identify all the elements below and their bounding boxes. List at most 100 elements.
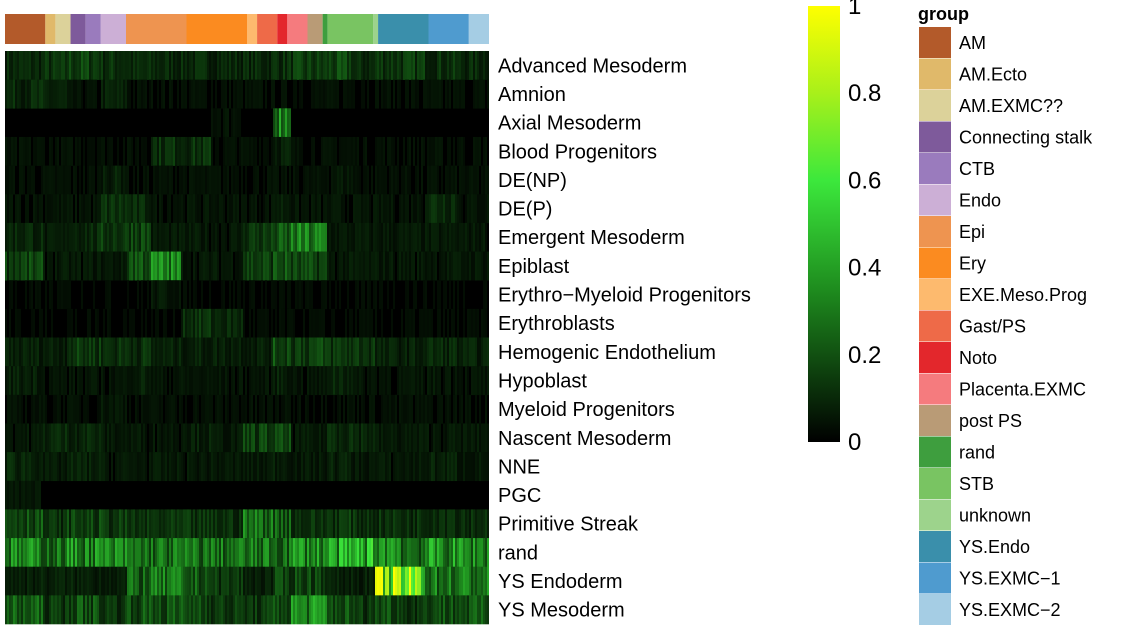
- heatmap-cell: [73, 566, 75, 596]
- heatmap-cell: [117, 337, 119, 367]
- heatmap-cell: [365, 51, 367, 80]
- heatmap-cell: [109, 79, 111, 109]
- heatmap-cell: [423, 222, 425, 252]
- heatmap-cell: [377, 51, 379, 80]
- heatmap-cell: [75, 538, 77, 567]
- heatmap-cell: [467, 194, 469, 224]
- heatmap-cell: [483, 194, 485, 224]
- heatmap-cell: [211, 194, 213, 224]
- heatmap-cell: [299, 394, 301, 424]
- color-scale-tick-label: 1: [848, 0, 861, 20]
- heatmap-cell: [403, 366, 405, 396]
- heatmap-cell: [447, 136, 449, 166]
- heatmap-cell: [141, 509, 143, 539]
- heatmap-cell: [229, 538, 231, 567]
- heatmap-cell: [393, 79, 395, 109]
- heatmap-cell: [255, 251, 257, 281]
- heatmap-cell: [129, 337, 131, 367]
- heatmap-cell: [311, 366, 313, 396]
- heatmap-cell: [153, 136, 155, 166]
- heatmap-cell: [231, 394, 233, 424]
- heatmap-cell: [325, 566, 327, 596]
- heatmap-cell: [199, 308, 201, 338]
- heatmap-cell: [183, 509, 185, 539]
- group-legend-label: EXE.Meso.Prog: [959, 285, 1087, 305]
- heatmap-cell: [351, 366, 353, 396]
- heatmap-cell: [75, 566, 77, 596]
- heatmap-cell: [345, 251, 347, 281]
- heatmap-cell: [477, 79, 479, 109]
- heatmap-cell: [173, 280, 175, 310]
- heatmap-cell: [105, 595, 107, 625]
- heatmap-cell: [425, 509, 427, 539]
- heatmap-cell: [379, 423, 381, 453]
- heatmap-cell: [205, 423, 207, 453]
- heatmap-cell: [255, 595, 257, 625]
- heatmap-cell: [77, 509, 79, 539]
- heatmap-cell: [277, 509, 279, 539]
- heatmap-cell: [435, 51, 437, 80]
- heatmap-cell: [329, 222, 331, 252]
- heatmap-cell: [85, 79, 87, 109]
- heatmap-cell: [363, 251, 365, 281]
- heatmap-cell: [247, 452, 249, 482]
- heatmap-cell: [473, 165, 475, 195]
- heatmap-cell: [61, 194, 63, 224]
- heatmap-cell: [227, 194, 229, 224]
- heatmap-cell: [205, 308, 207, 338]
- heatmap-cell: [285, 366, 287, 396]
- heatmap-cell: [411, 337, 413, 367]
- heatmap-cell: [55, 251, 57, 281]
- heatmap-cell: [255, 136, 257, 166]
- group-legend-label: Noto: [959, 348, 997, 368]
- heatmap-cell: [61, 337, 63, 367]
- heatmap-cell: [25, 280, 27, 310]
- heatmap-cell: [139, 566, 141, 596]
- heatmap-cell: [235, 452, 237, 482]
- heatmap-cell: [313, 366, 315, 396]
- heatmap-cell: [127, 366, 129, 396]
- heatmap-cell: [429, 308, 431, 338]
- heatmap-cell: [469, 194, 471, 224]
- heatmap-cell: [337, 251, 339, 281]
- heatmap-cell: [225, 308, 227, 338]
- heatmap-cell: [479, 222, 481, 252]
- heatmap-cell: [173, 509, 175, 539]
- heatmap-cell: [195, 194, 197, 224]
- heatmap-cell: [247, 222, 249, 252]
- heatmap-cell: [341, 452, 343, 482]
- heatmap-cell: [223, 165, 225, 195]
- color-scale-tick-label: 0.4: [848, 255, 881, 282]
- heatmap-cell: [79, 509, 81, 539]
- heatmap-cell: [121, 337, 123, 367]
- heatmap-cell: [405, 595, 407, 625]
- heatmap-cell: [149, 566, 151, 596]
- heatmap-cell: [387, 538, 389, 567]
- heatmap-cell: [227, 366, 229, 396]
- heatmap-cell: [85, 366, 87, 396]
- heatmap-cell: [341, 194, 343, 224]
- heatmap-cell: [163, 423, 165, 453]
- heatmap-cell: [429, 51, 431, 80]
- heatmap-cell: [111, 595, 113, 625]
- heatmap-cell: [59, 337, 61, 367]
- heatmap-cell: [97, 566, 99, 596]
- heatmap-cell: [437, 136, 439, 166]
- heatmap-cell: [173, 337, 175, 367]
- heatmap-cell: [11, 452, 13, 482]
- heatmap-cell: [79, 222, 81, 252]
- heatmap-cell: [141, 194, 143, 224]
- heatmap-cell: [161, 222, 163, 252]
- heatmap-cell: [385, 452, 387, 482]
- heatmap-cell: [115, 566, 117, 596]
- heatmap-cell: [293, 308, 295, 338]
- heatmap-cell: [471, 452, 473, 482]
- heatmap-cell: [305, 423, 307, 453]
- heatmap-cell: [241, 194, 243, 224]
- heatmap-cell: [475, 366, 477, 396]
- heatmap-cell: [99, 165, 101, 195]
- heatmap-cell: [77, 136, 79, 166]
- heatmap-cell: [239, 509, 241, 539]
- heatmap-cell: [81, 51, 83, 80]
- heatmap-cell: [191, 423, 193, 453]
